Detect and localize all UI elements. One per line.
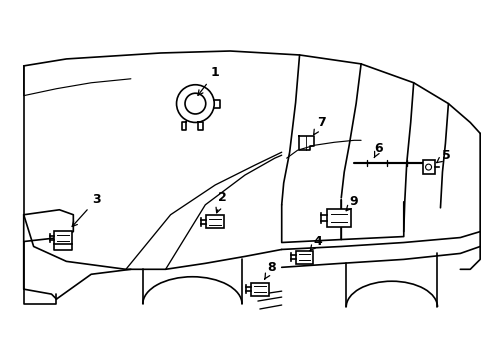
Text: 3: 3 [72, 193, 100, 226]
Circle shape [176, 85, 214, 122]
Text: 7: 7 [313, 116, 325, 135]
Text: 4: 4 [309, 235, 321, 251]
Bar [422, 160, 434, 174]
Text: 1: 1 [198, 66, 219, 95]
Bar [250, 283, 268, 296]
Text: 5: 5 [436, 149, 450, 163]
Bar [206, 215, 224, 228]
Circle shape [184, 93, 205, 114]
Bar [295, 251, 313, 264]
Circle shape [425, 164, 431, 170]
Text: 2: 2 [216, 192, 226, 213]
Text: 8: 8 [264, 261, 276, 279]
Bar [326, 209, 350, 227]
Bar [54, 231, 72, 244]
Text: 9: 9 [346, 195, 358, 211]
Text: 6: 6 [373, 142, 383, 158]
